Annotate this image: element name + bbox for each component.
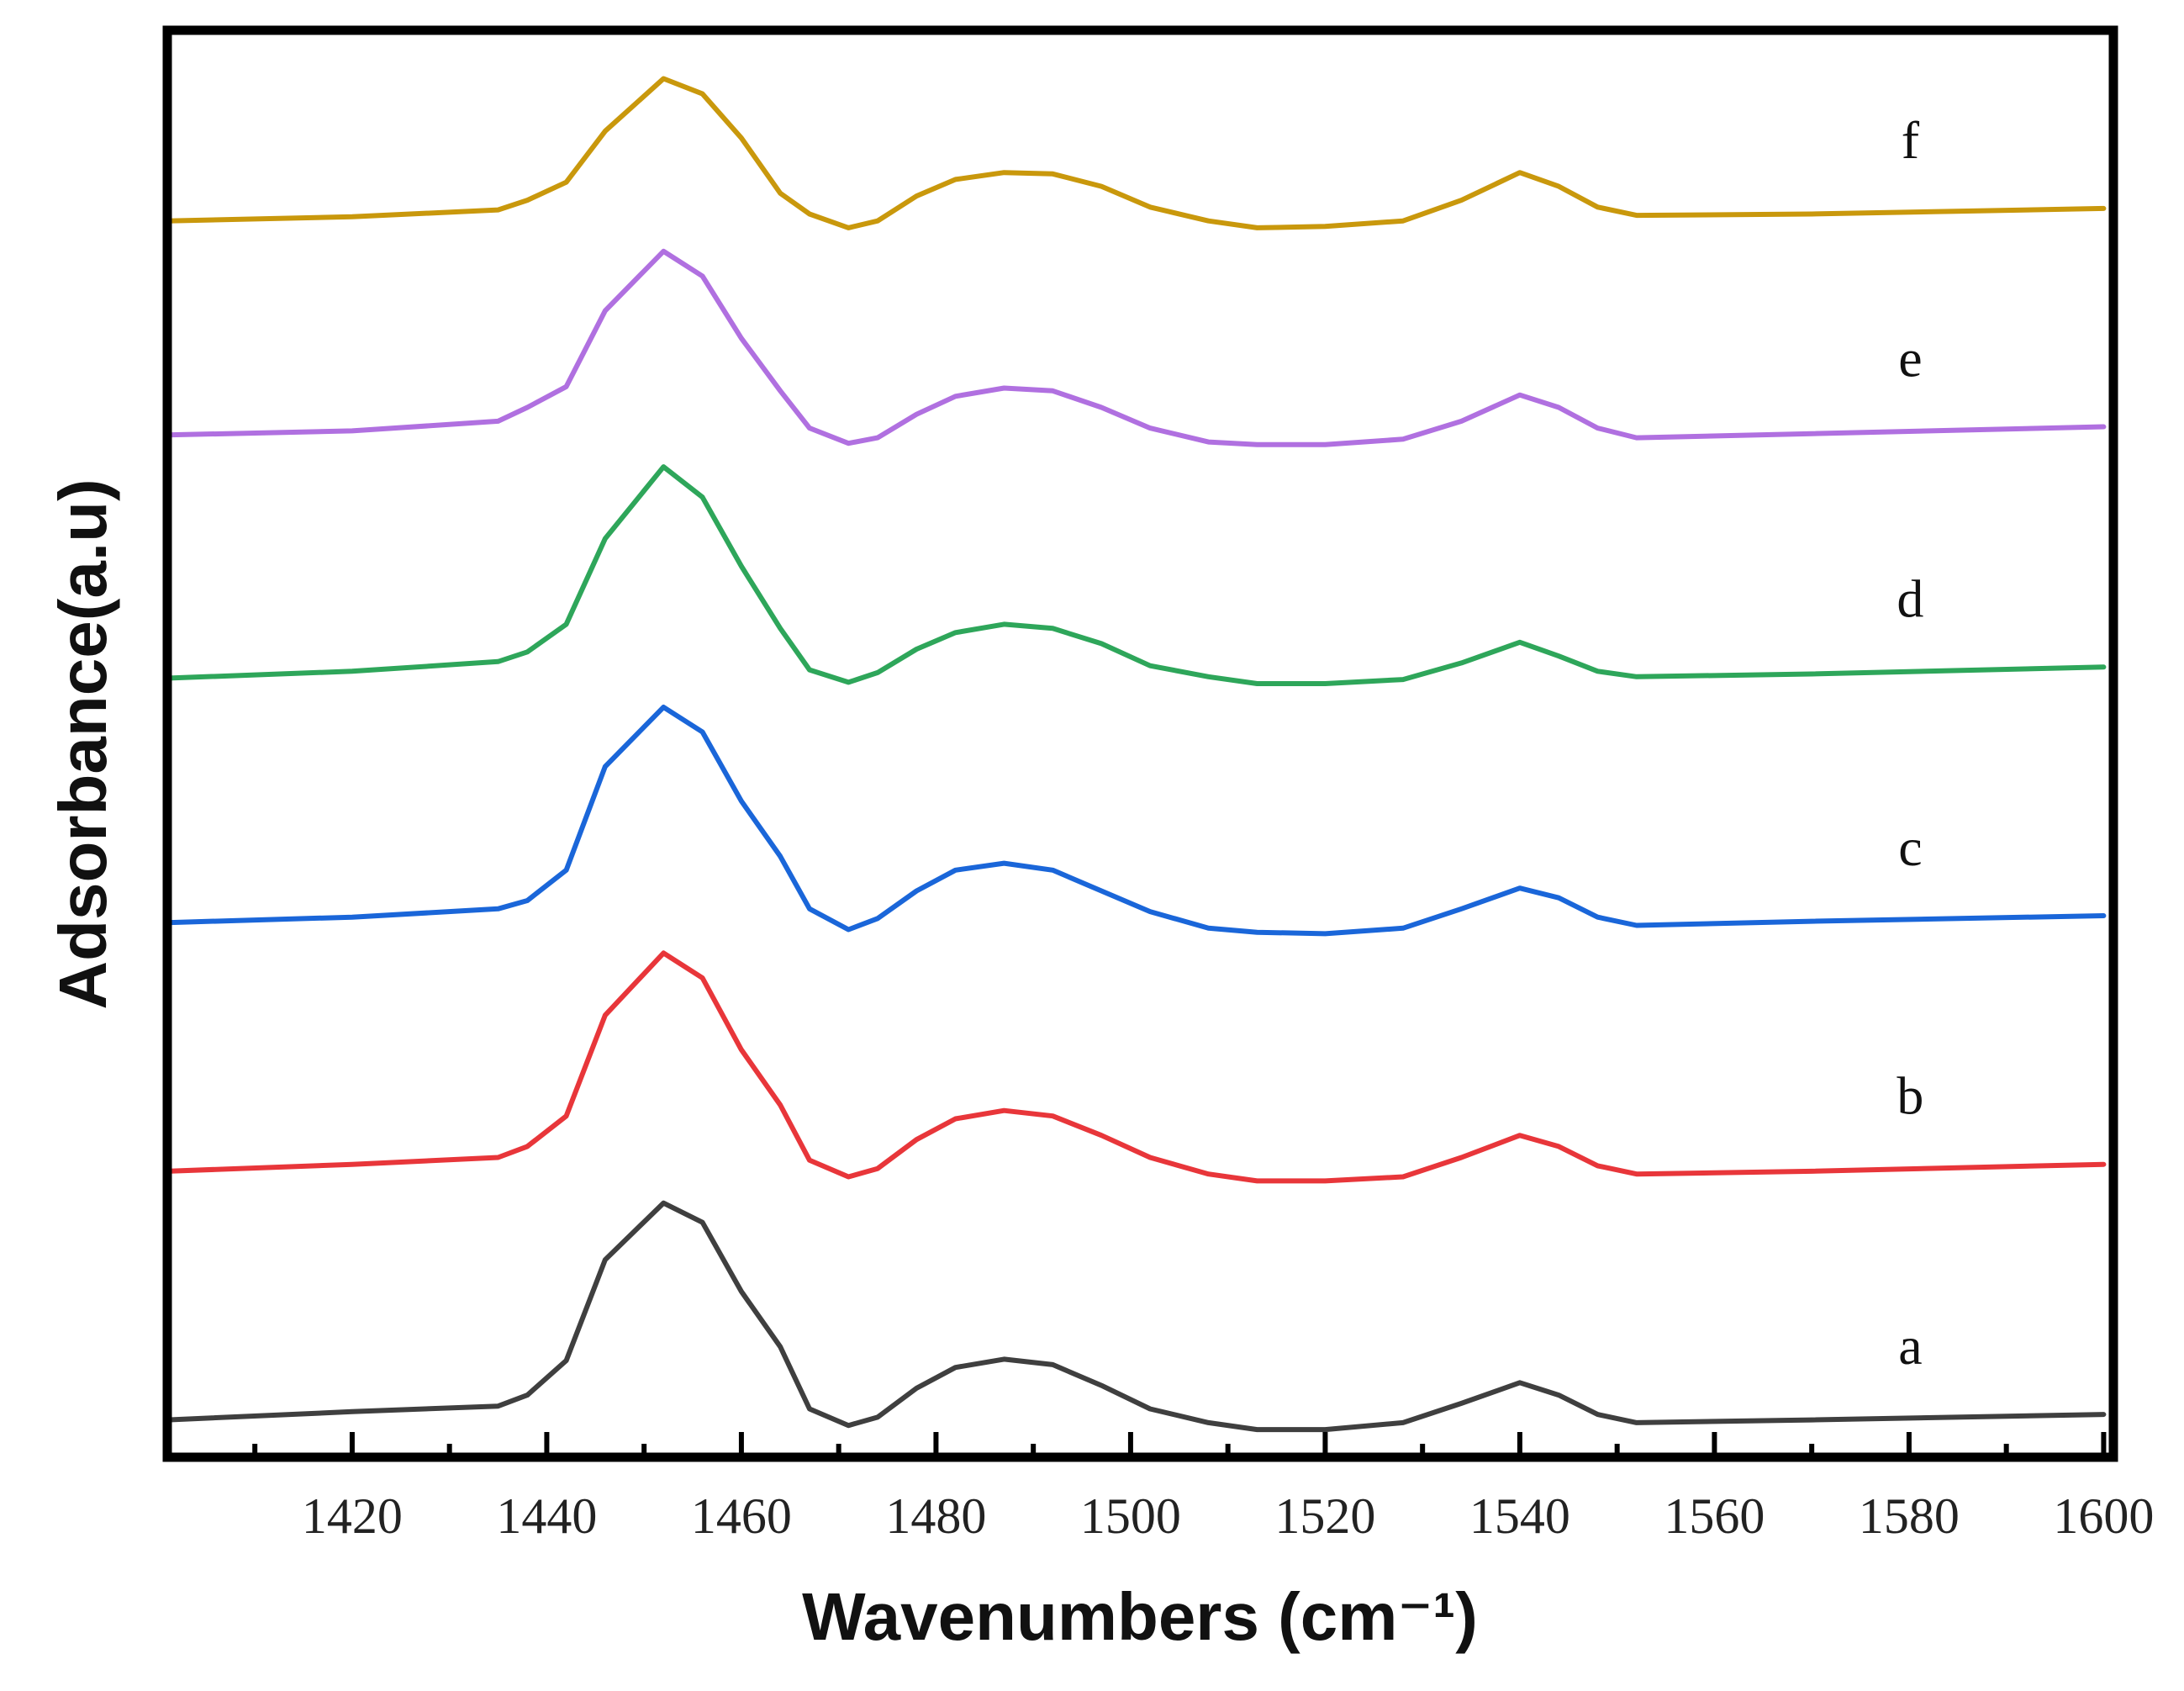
series-line bbox=[165, 464, 2107, 686]
y-axis-title: Adsorbance(a.u) bbox=[45, 478, 120, 1009]
x-tick-label: 1480 bbox=[885, 1488, 986, 1544]
x-tick-label: 1440 bbox=[496, 1488, 597, 1544]
x-tick-label: 1600 bbox=[2053, 1488, 2154, 1544]
x-axis-title: Wavenumbers (cm⁻¹) bbox=[802, 1579, 1478, 1654]
series-label: a bbox=[1898, 1316, 1922, 1376]
series-line bbox=[165, 1200, 2107, 1433]
x-tick-label: 1500 bbox=[1080, 1488, 1181, 1544]
series-label: e bbox=[1898, 328, 1922, 388]
series-label: d bbox=[1896, 568, 1923, 628]
series-line bbox=[165, 705, 2107, 937]
x-tick-label: 1460 bbox=[691, 1488, 792, 1544]
series-label: f bbox=[1902, 110, 1920, 170]
series-line bbox=[165, 76, 2107, 230]
x-tick-label: 1560 bbox=[1664, 1488, 1765, 1544]
series-label: b bbox=[1896, 1066, 1923, 1126]
series-line bbox=[165, 248, 2107, 447]
series-line bbox=[165, 950, 2107, 1184]
series-label: c bbox=[1898, 817, 1922, 877]
x-tick-label: 1540 bbox=[1469, 1488, 1570, 1544]
x-tick-label: 1580 bbox=[1859, 1488, 1960, 1544]
plot-frame bbox=[162, 25, 2118, 1462]
x-tick-label: 1420 bbox=[302, 1488, 403, 1544]
x-tick-label: 1520 bbox=[1274, 1488, 1375, 1544]
